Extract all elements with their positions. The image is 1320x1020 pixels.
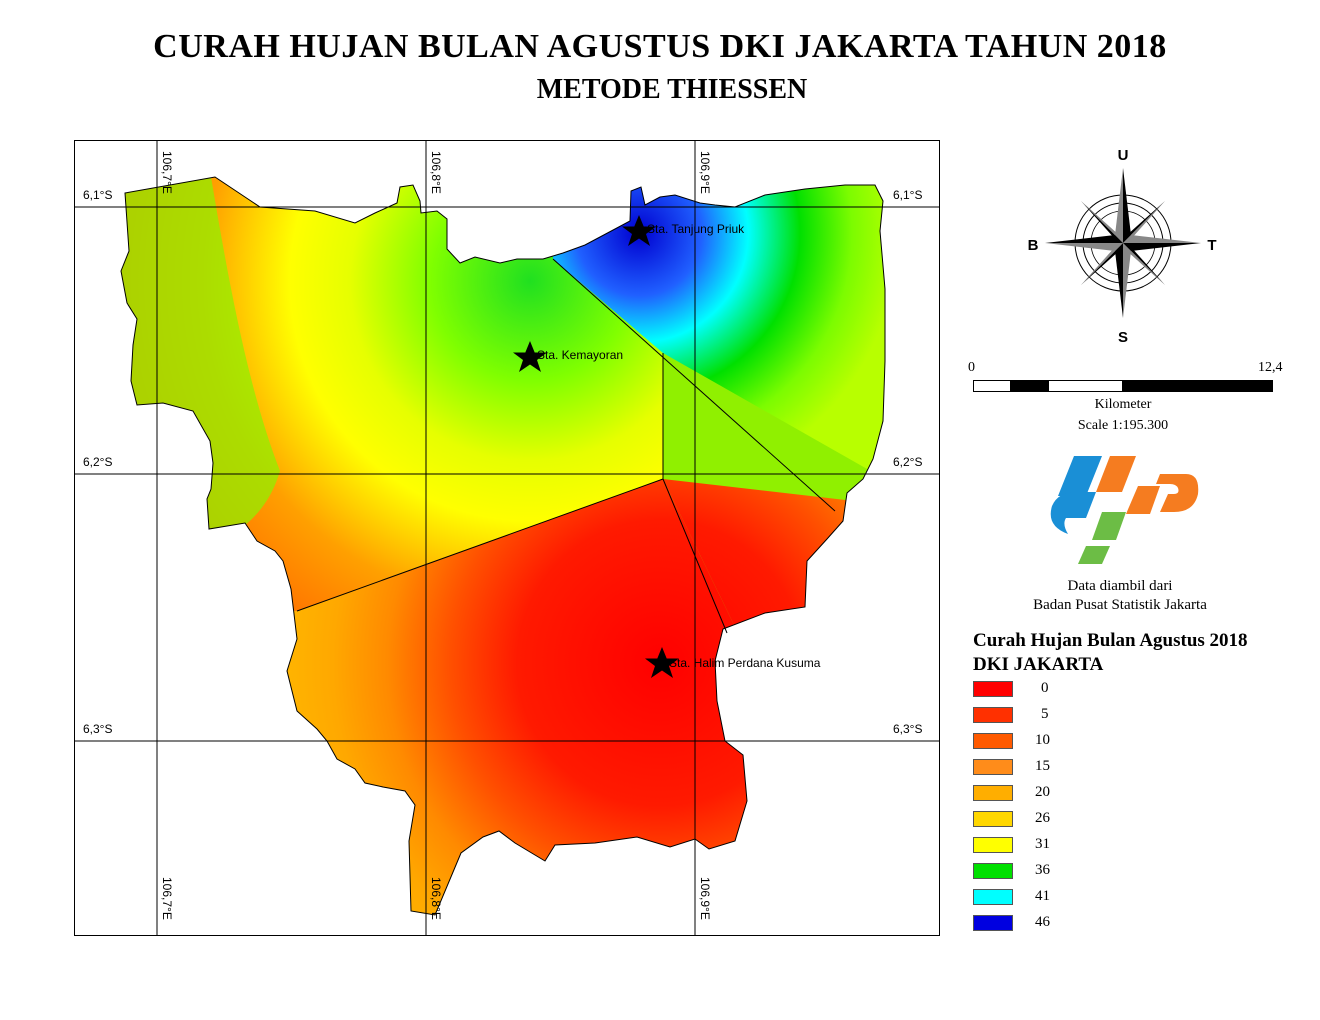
star-icon — [645, 647, 679, 678]
scale-bar — [973, 380, 1273, 392]
legend-swatch — [973, 733, 1013, 749]
legend-swatch — [973, 811, 1013, 827]
map-subtitle: METODE THIESSEN — [536, 74, 808, 105]
legend-swatch — [973, 837, 1013, 853]
lat-label-mid-left: 6,2°S — [83, 455, 112, 469]
legend-value: 46 — [1035, 914, 1050, 930]
legend-item: 0 — [973, 680, 1093, 700]
legend-value: 31 — [1035, 836, 1050, 852]
legend-swatch — [973, 785, 1013, 801]
lon-label-top-2: 106,8°E — [429, 151, 443, 194]
compass-east-label: T — [1207, 237, 1216, 254]
map-title: CURAH HUJAN BULAN AGUSTUS DKI JAKARTA TA… — [153, 28, 1167, 65]
lon-label-bot-1: 106,7°E — [160, 877, 174, 920]
legend-value: 15 — [1035, 758, 1050, 774]
legend-subtitle: DKI JAKARTA — [973, 654, 1104, 675]
legend-value: 0 — [1041, 680, 1049, 696]
lon-label-bot-3: 106,9°E — [698, 877, 712, 920]
lat-label-top-left: 6,1°S — [83, 188, 112, 202]
station-kemayoran[interactable]: Sta. Kemayoran — [513, 341, 623, 372]
scale-ratio: Scale 1:195.300 — [1077, 418, 1169, 433]
legend-item: 46 — [973, 914, 1093, 934]
legend-value: 36 — [1035, 862, 1050, 878]
station-label: Sta. Tanjung Priuk — [647, 222, 745, 236]
legend-item: 41 — [973, 888, 1093, 908]
legend-value: 10 — [1035, 732, 1050, 748]
legend-item: 26 — [973, 810, 1093, 830]
legend-item: 10 — [973, 732, 1093, 752]
legend-item: 5 — [973, 706, 1093, 726]
station-markers: Sta. Tanjung Priuk Sta. Kemayoran Sta. H… — [513, 215, 821, 678]
legend-swatch — [973, 759, 1013, 775]
compass-west-label: B — [1028, 237, 1039, 254]
scale-end-label: 12,4 — [1258, 360, 1283, 375]
scale-start-label: 0 — [968, 360, 975, 375]
star-icon — [622, 215, 656, 246]
thiessen-zone-tanjung-priok — [553, 177, 885, 511]
bps-logo-icon — [1050, 456, 1199, 564]
legend-item: 15 — [973, 758, 1093, 778]
legend-swatch — [973, 915, 1013, 931]
graticule — [75, 141, 939, 935]
compass-icon — [1045, 168, 1201, 318]
legend-swatch — [973, 889, 1013, 905]
station-tanjung-priok[interactable]: Sta. Tanjung Priuk — [622, 215, 745, 246]
legend-title: Curah Hujan Bulan Agustus 2018 — [973, 630, 1248, 651]
legend-swatch — [973, 681, 1013, 697]
lon-label-top-3: 106,9°E — [698, 151, 712, 194]
rainfall-surface — [121, 177, 885, 915]
station-label: Sta. Halim Perdana Kusuma — [669, 656, 821, 670]
legend-item: 36 — [973, 862, 1093, 882]
scale-unit: Kilometer — [1094, 397, 1152, 412]
station-label: Sta. Kemayoran — [537, 348, 623, 362]
legend-item: 31 — [973, 836, 1093, 856]
legend-value: 41 — [1035, 888, 1050, 904]
credit-line-1: Data diambil dari — [1067, 578, 1173, 594]
legend-value: 20 — [1035, 784, 1050, 800]
lat-label-bot-right: 6,3°S — [893, 722, 922, 736]
legend-swatch — [973, 863, 1013, 879]
legend-swatch — [973, 707, 1013, 723]
graticule-labels: 6,1°S 6,1°S 6,2°S 6,2°S 6,3°S 6,3°S 106,… — [83, 151, 922, 920]
star-icon — [513, 341, 547, 372]
lon-label-top-1: 106,7°E — [160, 151, 174, 194]
lat-label-bot-left: 6,3°S — [83, 722, 112, 736]
lat-label-mid-right: 6,2°S — [893, 455, 922, 469]
legend-item: 20 — [973, 784, 1093, 804]
legend-value: 26 — [1035, 810, 1050, 826]
compass-north-label: U — [1118, 147, 1129, 164]
map-canvas: 6,1°S 6,1°S 6,2°S 6,2°S 6,3°S 6,3°S 106,… — [75, 141, 939, 935]
credit-line-2: Badan Pusat Statistik Jakarta — [1033, 597, 1207, 613]
bps-logo — [1048, 446, 1208, 566]
compass-rose: U S T B — [1020, 140, 1230, 350]
map-frame: 6,1°S 6,1°S 6,2°S 6,2°S 6,3°S 6,3°S 106,… — [74, 140, 940, 936]
station-halim[interactable]: Sta. Halim Perdana Kusuma — [645, 647, 821, 678]
legend-value: 5 — [1041, 706, 1049, 722]
lon-label-bot-2: 106,8°E — [429, 877, 443, 920]
lat-label-top-right: 6,1°S — [893, 188, 922, 202]
compass-south-label: S — [1118, 329, 1128, 346]
